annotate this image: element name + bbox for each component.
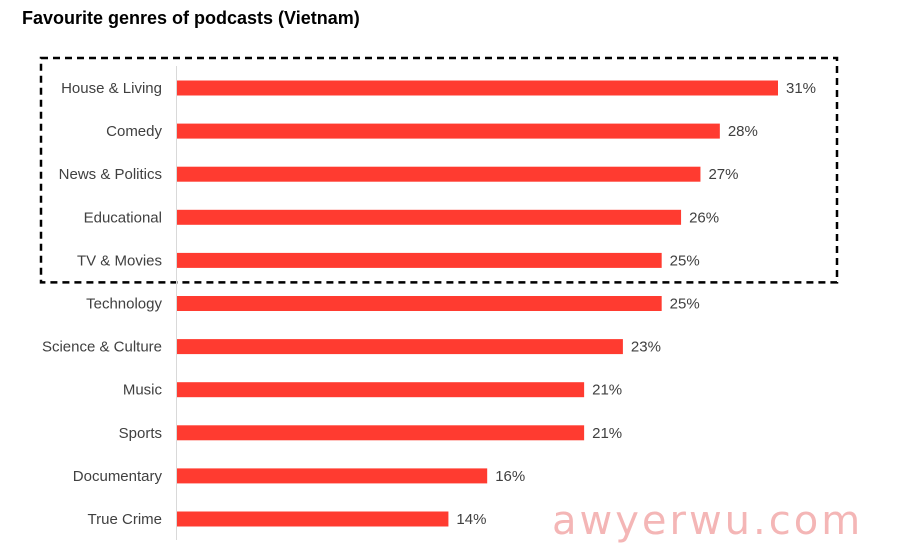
bar-educational xyxy=(177,209,682,225)
value-label-house-and-living: 31% xyxy=(786,80,816,97)
labels-group: House & Living 31% Comedy 28% News & Politic… xyxy=(42,80,816,528)
category-label-music: Music xyxy=(123,382,163,399)
category-label-true-crime: True Crime xyxy=(88,511,162,528)
bar-music xyxy=(177,382,585,398)
bar-house-and-living xyxy=(177,80,778,96)
chart-title: Favourite genres of podcasts (Vietnam) xyxy=(22,8,360,28)
value-label-sports: 21% xyxy=(592,425,622,442)
category-label-comedy: Comedy xyxy=(106,123,162,140)
bar-sports xyxy=(177,425,585,441)
bar-tv-and-movies xyxy=(177,252,662,268)
category-label-documentary: Documentary xyxy=(73,468,163,485)
value-label-tv-and-movies: 25% xyxy=(670,252,700,269)
value-label-documentary: 16% xyxy=(495,468,525,485)
bar-true-crime xyxy=(177,511,449,527)
value-label-comedy: 28% xyxy=(728,123,758,140)
category-label-tv-and-movies: TV & Movies xyxy=(77,252,162,269)
value-label-music: 21% xyxy=(592,382,622,399)
category-label-educational: Educational xyxy=(84,209,162,226)
bar-technology xyxy=(177,296,662,311)
value-label-technology: 25% xyxy=(670,296,700,313)
bar-comedy xyxy=(177,123,720,139)
value-label-news-and-politics: 27% xyxy=(708,166,738,183)
category-label-house-and-living: House & Living xyxy=(61,80,162,97)
category-label-technology: Technology xyxy=(86,296,162,313)
category-label-science-and-culture: Science & Culture xyxy=(42,339,162,356)
value-label-educational: 26% xyxy=(689,209,719,226)
value-label-true-crime: 14% xyxy=(456,511,486,528)
bars-group xyxy=(177,80,778,527)
highlight-box xyxy=(39,56,839,284)
bar-science-and-culture xyxy=(177,339,623,355)
watermark: awyerwu.com xyxy=(552,498,864,544)
category-label-sports: Sports xyxy=(119,425,162,442)
bar-documentary xyxy=(177,468,488,484)
value-label-science-and-culture: 23% xyxy=(631,339,661,356)
highlight-group xyxy=(39,56,839,284)
bar-news-and-politics xyxy=(177,166,701,182)
category-label-news-and-politics: News & Politics xyxy=(59,166,162,183)
